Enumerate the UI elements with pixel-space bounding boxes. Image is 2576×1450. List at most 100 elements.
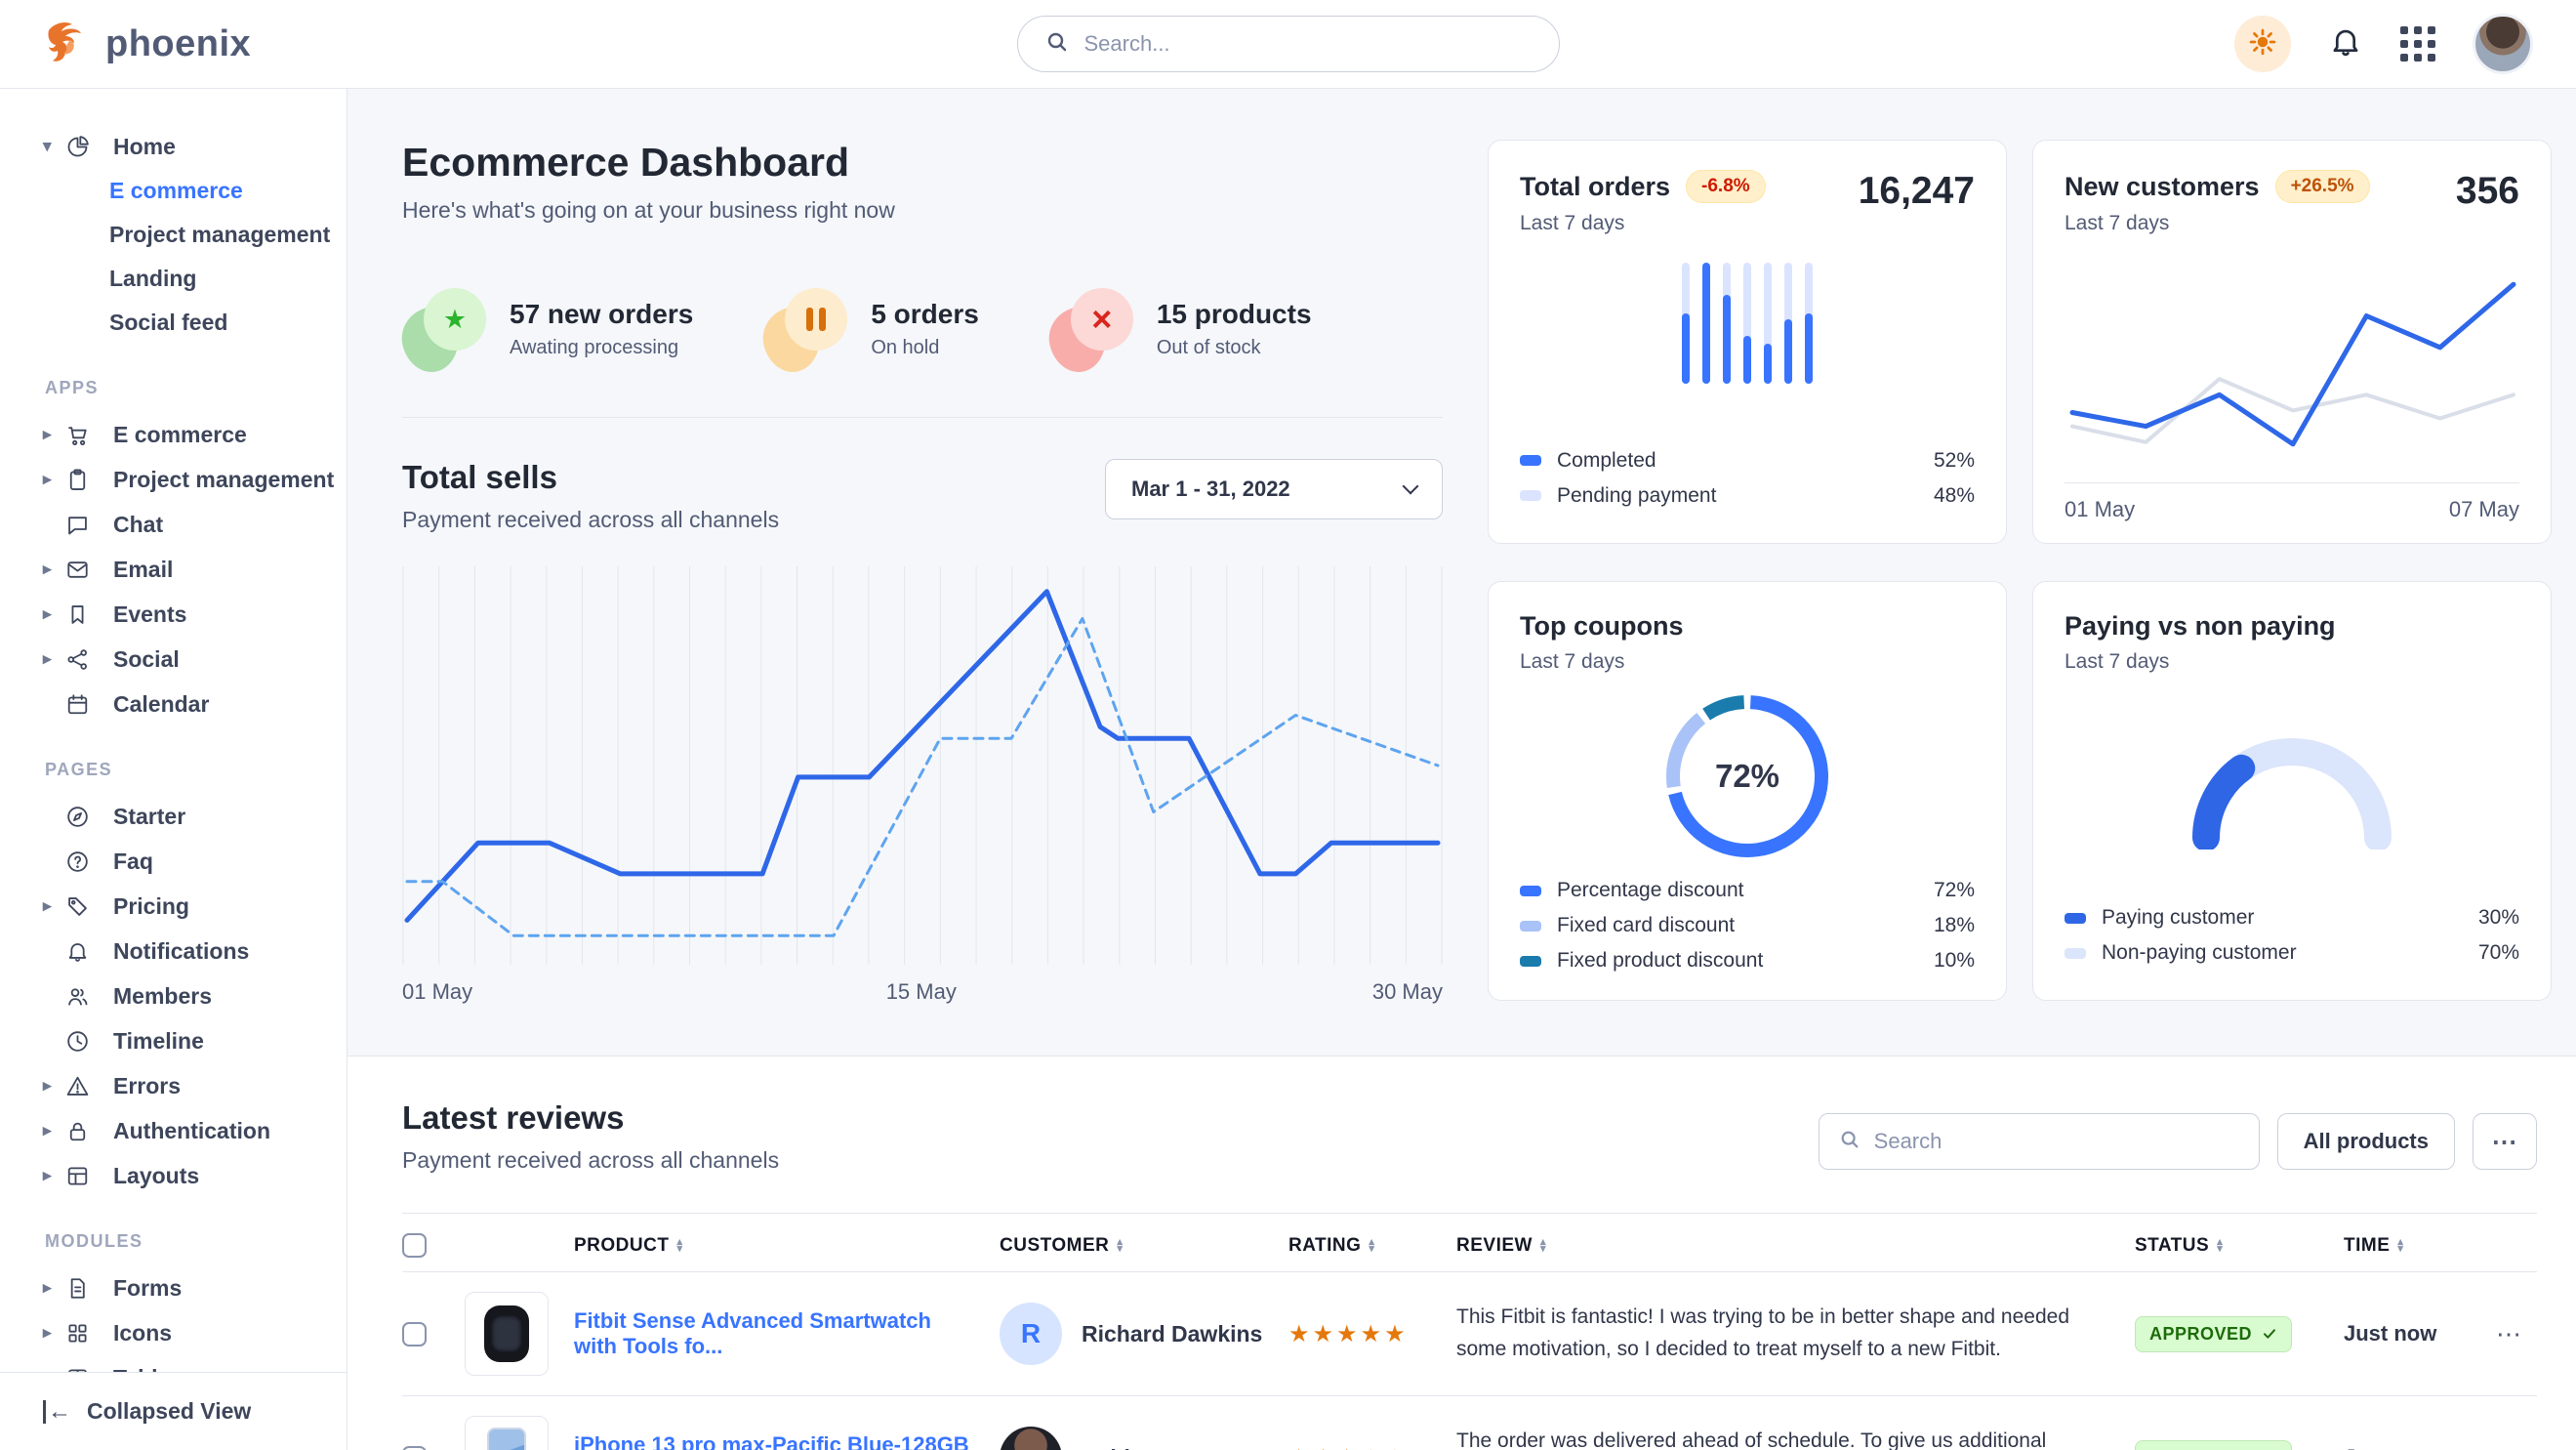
rating-stars: ★★★★★ xyxy=(1288,1444,1456,1450)
sort-icon[interactable]: ▴ ▾ xyxy=(1369,1236,1375,1255)
sidebar-item-events[interactable]: ▸ Events xyxy=(43,601,187,627)
row-checkbox[interactable] xyxy=(402,1445,427,1450)
sidebar-item-landing[interactable]: Landing xyxy=(109,266,197,291)
brand-logo[interactable]: phoenix xyxy=(0,17,251,72)
collapse-arrow-icon: ← xyxy=(43,1399,71,1424)
sidebar-item-starter[interactable]: Starter xyxy=(0,794,347,839)
sidebar-item-icons[interactable]: ▸ Icons xyxy=(43,1319,173,1346)
sidebar-item-pricing[interactable]: ▸ Pricing xyxy=(43,892,189,919)
top-coupons-title: Top coupons xyxy=(1520,611,1684,641)
warning-triangle-icon xyxy=(64,1073,98,1099)
new-customers-period: Last 7 days xyxy=(2065,212,2170,234)
chevron-down-icon xyxy=(1402,477,1419,495)
sidebar-section-modules: MODULES xyxy=(45,1231,143,1251)
order-bar xyxy=(1805,262,1813,384)
product-link[interactable]: iPhone 13 pro max-Pacific Blue-128GB sto… xyxy=(574,1432,969,1450)
stat-out-of-stock: × 15 products Out of stock xyxy=(1043,284,1312,378)
paying-legend: Paying customer 30% Non-paying customer 70% xyxy=(2065,900,2519,971)
sort-icon[interactable]: ▴ ▾ xyxy=(2397,1236,2404,1255)
customer-name: Ashley Garrett xyxy=(1082,1445,1237,1450)
clock-icon xyxy=(64,1028,98,1055)
user-avatar[interactable] xyxy=(2473,14,2533,74)
paying-title: Paying vs non paying xyxy=(2065,611,2336,641)
column-header-time[interactable]: TIME ▴ ▾ xyxy=(2344,1234,2404,1256)
dashboard-section: Ecommerce Dashboard Here's what's going … xyxy=(348,89,2576,1056)
sidebar-item-social[interactable]: ▸ Social xyxy=(43,645,180,672)
date-range-value: Mar 1 - 31, 2022 xyxy=(1131,476,1290,501)
rating-stars: ★★★★★ xyxy=(1288,1320,1409,1347)
sidebar-item-home[interactable]: ▾ Home xyxy=(43,133,176,159)
caret-right-icon: ▸ xyxy=(43,1323,52,1342)
sidebar-item-errors[interactable]: ▸ Errors xyxy=(43,1072,182,1099)
all-products-button[interactable]: All products xyxy=(2276,1113,2455,1170)
legend-completed: Completed 52% xyxy=(1520,443,1975,478)
order-bar xyxy=(1784,262,1792,384)
select-all-checkbox[interactable] xyxy=(402,1233,427,1258)
reviews-search-input[interactable]: Search xyxy=(1818,1113,2260,1170)
review-time: Just now xyxy=(2344,1445,2482,1450)
collapsed-view-label: Collapsed View xyxy=(87,1398,252,1424)
sidebar-item-members[interactable]: Members xyxy=(0,974,347,1018)
compass-icon xyxy=(64,804,98,830)
sidebar-item-e-commerce[interactable]: ▸ E commerce xyxy=(43,421,247,447)
reviews-search-placeholder: Search xyxy=(1873,1129,1942,1153)
row-actions-button[interactable]: ⋯ xyxy=(2482,1443,2537,1450)
sidebar-item-layouts[interactable]: ▸ Layouts xyxy=(43,1162,200,1188)
product-link[interactable]: Fitbit Sense Advanced Smartwatch with To… xyxy=(574,1308,931,1358)
stat-awating-processing: ★ 57 new orders Awating processing xyxy=(395,284,693,378)
sort-icon[interactable]: ▴ ▾ xyxy=(676,1236,683,1255)
users-icon xyxy=(64,983,98,1010)
sort-icon[interactable]: ▴ ▾ xyxy=(1117,1236,1124,1255)
total-orders-bar-chart xyxy=(1682,253,1813,409)
column-header-rating[interactable]: RATING ▴ ▾ xyxy=(1288,1234,1375,1256)
caret-down-icon: ▾ xyxy=(43,137,52,155)
total-orders-title: Total orders xyxy=(1520,171,1671,201)
sidebar-item-authentication[interactable]: ▸ Authentication xyxy=(43,1117,270,1143)
notifications-button[interactable] xyxy=(2328,24,2363,64)
sidebar-item-email[interactable]: ▸ Email xyxy=(43,556,174,583)
column-header-status[interactable]: STATUS ▴ ▾ xyxy=(2135,1234,2224,1256)
row-actions-button[interactable]: ⋯ xyxy=(2496,1318,2523,1348)
theme-toggle-button[interactable] xyxy=(2234,16,2291,72)
top-coupons-card: Top coupons Last 7 days 72% Percentage d… xyxy=(1488,581,2007,1001)
order-bar xyxy=(1702,262,1710,384)
legend-fixed-card-discount: Fixed card discount 18% xyxy=(1520,908,1975,943)
search-icon xyxy=(1839,1129,1860,1155)
column-header-customer[interactable]: CUSTOMER ▴ ▾ xyxy=(1000,1234,1124,1256)
sidebar-item-forms[interactable]: ▸ Forms xyxy=(43,1274,183,1301)
sidebar-item-e-commerce[interactable]: E commerce xyxy=(109,178,243,203)
product-image[interactable] xyxy=(465,1416,549,1450)
mail-icon xyxy=(64,557,98,583)
order-bar xyxy=(1743,262,1751,384)
sidebar-item-timeline[interactable]: Timeline xyxy=(0,1018,347,1063)
sidebar-item-project-management[interactable]: ▸ Project management xyxy=(43,466,335,493)
total-orders-period: Last 7 days xyxy=(1520,212,1625,234)
clipboard-icon xyxy=(64,467,98,493)
sidebar-item-chat[interactable]: Chat xyxy=(0,502,347,547)
sidebar-item-notifications[interactable]: Notifications xyxy=(0,929,347,974)
product-image[interactable] xyxy=(465,1292,549,1376)
sidebar-item-project-management[interactable]: Project management xyxy=(109,222,331,247)
sidebar-item-tables[interactable]: ▸Tables xyxy=(0,1355,347,1372)
global-search-input[interactable]: Search... xyxy=(1016,16,1560,72)
row-checkbox[interactable] xyxy=(402,1321,427,1346)
columns-icon xyxy=(64,1365,98,1372)
new-customers-card: New customers +26.5% Last 7 days 356 01 … xyxy=(2032,140,2552,544)
sidebar-item-calendar[interactable]: Calendar xyxy=(0,682,347,726)
caret-right-icon: ▸ xyxy=(43,604,52,623)
sort-icon[interactable]: ▴ ▾ xyxy=(2217,1236,2224,1255)
date-range-select[interactable]: Mar 1 - 31, 2022 xyxy=(1105,459,1443,519)
customer-avatar[interactable]: R xyxy=(1000,1303,1062,1365)
bell-icon xyxy=(64,938,98,965)
customer-avatar[interactable] xyxy=(1000,1427,1062,1450)
collapsed-view-toggle[interactable]: ← Collapsed View xyxy=(0,1372,347,1450)
search-icon xyxy=(1045,30,1069,59)
column-header-product[interactable]: PRODUCT ▴ ▾ xyxy=(574,1234,683,1256)
more-options-button[interactable]: ⋯ xyxy=(2473,1113,2537,1170)
sort-icon[interactable]: ▴ ▾ xyxy=(1539,1236,1546,1255)
phoenix-logo-icon xyxy=(41,17,92,72)
sidebar-item-faq[interactable]: Faq xyxy=(0,839,347,884)
sidebar-item-social-feed[interactable]: Social feed xyxy=(109,310,228,335)
column-header-review[interactable]: REVIEW ▴ ▾ xyxy=(1456,1234,1546,1256)
apps-grid-button[interactable] xyxy=(2400,26,2435,62)
